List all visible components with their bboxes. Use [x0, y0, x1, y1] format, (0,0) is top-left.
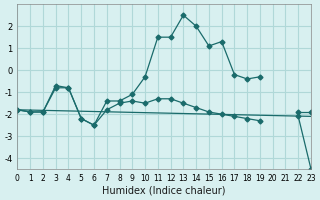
X-axis label: Humidex (Indice chaleur): Humidex (Indice chaleur): [102, 186, 226, 196]
